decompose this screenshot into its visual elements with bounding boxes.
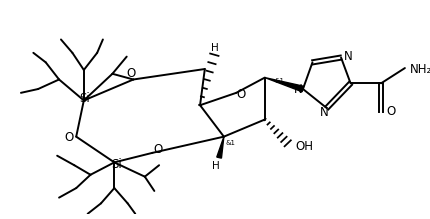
Text: H: H <box>211 43 219 53</box>
Text: Si: Si <box>111 158 121 171</box>
Text: NH₂: NH₂ <box>408 62 430 76</box>
Text: H: H <box>212 161 220 171</box>
Text: N: N <box>343 50 352 63</box>
Text: N: N <box>319 106 328 119</box>
Text: &1: &1 <box>274 78 284 84</box>
Text: O: O <box>64 131 73 144</box>
Text: O: O <box>386 105 395 118</box>
Text: Si: Si <box>79 92 90 105</box>
Text: OH: OH <box>295 140 313 153</box>
Text: N: N <box>293 83 302 97</box>
Text: O: O <box>126 67 135 80</box>
Polygon shape <box>264 78 303 92</box>
Polygon shape <box>216 137 223 158</box>
Text: O: O <box>153 143 163 157</box>
Text: O: O <box>236 88 245 101</box>
Text: &1: &1 <box>225 140 235 146</box>
